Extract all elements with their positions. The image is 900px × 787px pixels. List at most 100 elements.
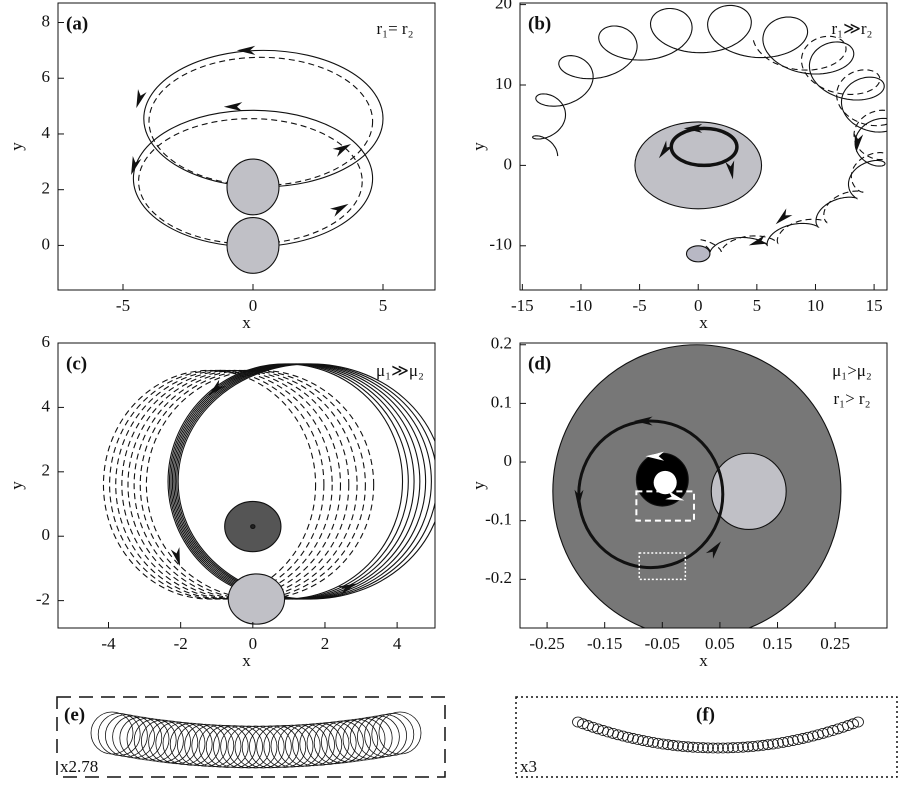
loop [662, 739, 674, 751]
x-tick-label: -0.05 [645, 634, 680, 653]
loop [732, 742, 744, 753]
y-tick-label: 2 [42, 461, 51, 480]
shape [552, 344, 842, 628]
x-tick-label: 0.15 [763, 634, 793, 653]
loop [263, 725, 307, 768]
y-tick-label: 0.2 [491, 334, 512, 353]
loop [112, 715, 156, 759]
y-axis-label: y [469, 142, 488, 151]
loop [712, 742, 724, 754]
x-tick-label: 5 [753, 296, 762, 315]
loop [191, 724, 235, 768]
arrow [665, 490, 685, 501]
arrow [683, 123, 703, 133]
loop [97, 712, 141, 756]
arrow [236, 45, 256, 55]
y-tick-label: 6 [42, 67, 51, 86]
arrow [330, 203, 349, 217]
loop [707, 742, 719, 754]
loop [277, 724, 321, 768]
loop [90, 711, 134, 755]
plot-frame [57, 342, 436, 629]
panel-label: (b) [528, 13, 551, 34]
loop [757, 739, 769, 751]
loop [270, 724, 314, 768]
loop [126, 717, 170, 761]
y-tick-label: 4 [42, 123, 51, 142]
loop [162, 722, 206, 765]
loop [155, 721, 199, 765]
loop [248, 725, 292, 769]
annotation: r₁≫r₂ [832, 19, 873, 38]
loop [777, 736, 789, 748]
shape [133, 369, 358, 600]
shape [102, 369, 317, 600]
arrow [170, 547, 180, 567]
loop [320, 720, 364, 764]
loop [205, 725, 249, 768]
loop [697, 742, 709, 754]
x-tick-label: 4 [393, 634, 402, 653]
arrow [332, 144, 352, 157]
trajectory [700, 35, 887, 252]
panel-label: (c) [66, 353, 87, 374]
y-axis-label: y [7, 142, 26, 151]
loop [737, 741, 749, 753]
loop [652, 737, 664, 749]
y-axis-label: y [7, 481, 26, 490]
shape [127, 369, 350, 600]
loop [148, 720, 192, 764]
annotation: r₁> r₂ [833, 389, 870, 408]
loop [378, 711, 422, 755]
loop [220, 725, 264, 769]
loop [234, 725, 278, 769]
loop [762, 739, 774, 751]
x-tick-label: -4 [101, 634, 116, 653]
inset-label: (f) [696, 704, 715, 725]
panel-content [532, 4, 887, 263]
y-tick-label: 8 [42, 11, 51, 30]
loop [198, 724, 242, 768]
loop [349, 716, 393, 760]
arrow [337, 583, 357, 595]
y-tick-label: -0.1 [485, 510, 512, 529]
loop [133, 718, 177, 762]
y-tick-label: 2 [42, 179, 51, 198]
loop [335, 718, 379, 762]
loop [647, 736, 659, 748]
inset-label: (e) [64, 704, 85, 725]
arrow [705, 541, 721, 559]
x-tick-label: 0.25 [820, 634, 850, 653]
loop [632, 734, 644, 745]
loop [842, 720, 854, 731]
arrow [136, 89, 147, 109]
loop [313, 721, 357, 765]
x-tick-label: -5 [633, 296, 647, 315]
loop [342, 717, 386, 761]
shape [138, 118, 363, 245]
panel-content [552, 344, 842, 628]
loop [227, 725, 271, 769]
arrow [223, 102, 243, 112]
loop [847, 718, 859, 730]
x-axis-label: x [242, 313, 251, 332]
y-tick-label: -2 [36, 590, 50, 609]
y-tick-label: -10 [489, 235, 512, 254]
arrow [725, 160, 735, 180]
loop [702, 742, 714, 754]
x-tick-label: 2 [321, 634, 330, 653]
shape [653, 470, 677, 495]
x-tick-label: 0 [249, 296, 258, 315]
loop [256, 725, 300, 769]
x-tick-label: -10 [570, 296, 593, 315]
loop [682, 741, 694, 753]
loop [169, 722, 213, 766]
x-tick-label: 0 [694, 296, 703, 315]
arrow [634, 416, 653, 426]
shape [250, 524, 256, 530]
loop [241, 725, 285, 769]
x-tick-label: 0 [249, 634, 258, 653]
shape [121, 369, 342, 600]
loop [105, 714, 148, 758]
loop [677, 740, 689, 752]
